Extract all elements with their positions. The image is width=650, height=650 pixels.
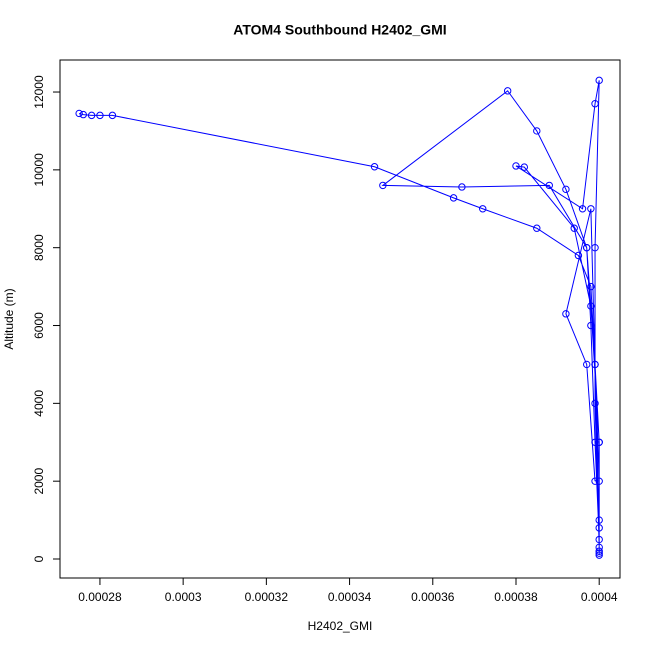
data-point bbox=[562, 310, 570, 318]
data-point bbox=[520, 163, 529, 171]
data-point bbox=[595, 516, 603, 524]
data-line bbox=[79, 80, 600, 556]
data-point bbox=[379, 181, 387, 190]
data-point bbox=[591, 243, 599, 252]
data-point bbox=[583, 360, 591, 369]
data-point bbox=[479, 205, 487, 213]
x-tick-label: 0.00034 bbox=[328, 590, 372, 604]
y-tick-label: 4000 bbox=[32, 390, 46, 417]
x-tick-label: 0.00038 bbox=[494, 590, 538, 604]
x-tick-label: 0.0004 bbox=[581, 590, 618, 604]
x-tick-label: 0.00032 bbox=[245, 590, 289, 604]
data-point bbox=[512, 162, 520, 170]
data-point bbox=[595, 549, 603, 557]
data-point bbox=[75, 109, 83, 118]
data-point bbox=[587, 282, 595, 291]
data-point bbox=[562, 185, 570, 194]
data-point bbox=[570, 224, 578, 232]
data-point bbox=[591, 100, 599, 108]
data-point bbox=[574, 251, 583, 260]
data-point bbox=[595, 438, 603, 446]
data-point bbox=[591, 360, 599, 369]
data-point bbox=[595, 543, 603, 552]
data-point bbox=[595, 551, 603, 559]
data-point bbox=[591, 399, 599, 408]
data-point bbox=[96, 111, 104, 120]
data-point bbox=[503, 87, 512, 95]
data-point bbox=[108, 111, 117, 120]
data-point bbox=[595, 477, 603, 485]
data-point bbox=[79, 110, 87, 119]
data-point bbox=[591, 477, 599, 485]
y-tick-label: 8000 bbox=[32, 234, 46, 261]
data-point bbox=[595, 547, 603, 555]
x-tick-label: 0.0003 bbox=[165, 590, 202, 604]
data-point bbox=[595, 535, 603, 544]
data-point bbox=[545, 181, 553, 190]
chart-title: ATOM4 Southbound H2402_GMI bbox=[233, 22, 446, 38]
data-point bbox=[449, 194, 458, 202]
x-tick-label: 0.00036 bbox=[411, 590, 455, 604]
y-tick-label: 0 bbox=[32, 555, 46, 562]
data-point bbox=[591, 438, 599, 446]
data-point bbox=[458, 183, 466, 191]
x-tick-label: 0.00028 bbox=[78, 590, 122, 604]
data-point bbox=[533, 224, 541, 232]
data-point bbox=[87, 111, 96, 120]
data-point bbox=[587, 302, 595, 310]
data-point bbox=[595, 76, 603, 85]
data-point bbox=[587, 321, 595, 330]
y-tick-label: 6000 bbox=[32, 312, 46, 339]
data-point bbox=[583, 243, 591, 252]
data-point bbox=[578, 205, 587, 213]
data-point bbox=[533, 127, 541, 135]
y-tick-label: 10000 bbox=[32, 153, 46, 187]
data-point bbox=[587, 205, 595, 213]
x-axis-label: H2402_GMI bbox=[308, 619, 373, 633]
data-point bbox=[595, 524, 603, 532]
y-axis-label: Altitude (m) bbox=[2, 288, 16, 349]
y-tick-label: 12000 bbox=[32, 75, 46, 109]
plot-frame bbox=[59, 59, 621, 579]
y-tick-label: 2000 bbox=[32, 468, 46, 495]
data-point bbox=[370, 163, 379, 171]
